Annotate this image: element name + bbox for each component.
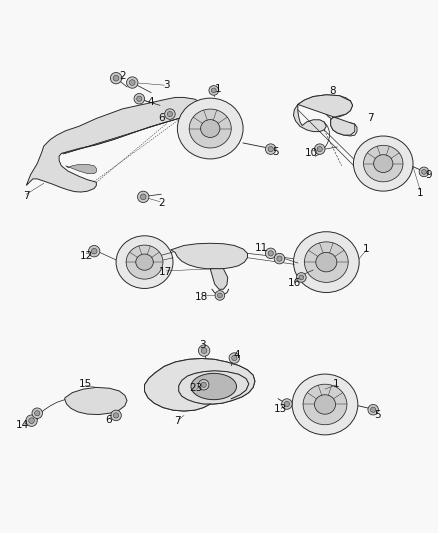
Text: 1: 1 — [417, 188, 424, 198]
Polygon shape — [171, 243, 247, 269]
Circle shape — [113, 413, 119, 418]
Ellipse shape — [191, 374, 237, 400]
Polygon shape — [210, 269, 228, 289]
Circle shape — [201, 348, 207, 353]
Polygon shape — [293, 104, 326, 132]
Circle shape — [217, 293, 222, 298]
Text: 8: 8 — [329, 86, 336, 96]
Text: 10: 10 — [305, 148, 318, 158]
Circle shape — [28, 418, 34, 424]
Ellipse shape — [136, 254, 153, 270]
Text: 1: 1 — [362, 244, 369, 254]
Circle shape — [297, 273, 306, 282]
Polygon shape — [298, 95, 355, 135]
Text: 11: 11 — [255, 243, 268, 253]
Circle shape — [129, 80, 135, 85]
Text: 4: 4 — [233, 350, 240, 360]
Circle shape — [134, 93, 145, 104]
Text: 2: 2 — [119, 71, 126, 81]
Ellipse shape — [116, 236, 173, 288]
Text: 2: 2 — [158, 198, 165, 208]
Circle shape — [232, 356, 237, 361]
Ellipse shape — [316, 253, 337, 272]
Circle shape — [265, 144, 276, 155]
Circle shape — [110, 72, 122, 84]
Circle shape — [419, 167, 429, 177]
Circle shape — [368, 405, 378, 415]
Text: 16: 16 — [288, 278, 301, 288]
Text: 1: 1 — [333, 379, 340, 389]
Circle shape — [92, 248, 97, 254]
Circle shape — [299, 275, 304, 280]
Circle shape — [32, 408, 42, 418]
Circle shape — [268, 251, 273, 256]
Circle shape — [167, 111, 173, 117]
Text: 13: 13 — [274, 405, 287, 414]
Ellipse shape — [189, 109, 231, 148]
Circle shape — [88, 246, 100, 257]
Polygon shape — [65, 387, 127, 415]
Ellipse shape — [303, 384, 347, 425]
Text: 3: 3 — [163, 80, 170, 90]
Circle shape — [137, 96, 142, 101]
Circle shape — [282, 399, 292, 409]
Ellipse shape — [353, 136, 413, 191]
Ellipse shape — [177, 98, 243, 159]
Circle shape — [421, 169, 427, 174]
Text: 1: 1 — [215, 84, 222, 94]
Circle shape — [274, 253, 285, 264]
Text: 23: 23 — [190, 383, 203, 393]
Ellipse shape — [374, 155, 393, 173]
Text: 18: 18 — [195, 292, 208, 302]
Text: 9: 9 — [425, 169, 432, 180]
Circle shape — [277, 256, 282, 261]
Circle shape — [314, 144, 325, 155]
Text: 4: 4 — [148, 97, 155, 107]
Text: 3: 3 — [199, 341, 206, 350]
Circle shape — [209, 86, 219, 95]
Polygon shape — [26, 98, 199, 192]
Ellipse shape — [304, 242, 348, 282]
Circle shape — [215, 290, 225, 300]
Circle shape — [140, 194, 146, 200]
Circle shape — [113, 75, 119, 81]
Text: 6: 6 — [105, 415, 112, 425]
Ellipse shape — [201, 119, 220, 138]
Circle shape — [265, 248, 276, 259]
Circle shape — [138, 191, 149, 203]
Text: 6: 6 — [159, 112, 166, 123]
Text: 7: 7 — [23, 191, 30, 201]
Text: 7: 7 — [174, 416, 181, 426]
Circle shape — [229, 353, 240, 364]
Ellipse shape — [364, 146, 403, 182]
Circle shape — [35, 410, 40, 416]
Circle shape — [127, 77, 138, 88]
Text: 5: 5 — [374, 410, 381, 421]
Ellipse shape — [292, 374, 358, 435]
Circle shape — [165, 109, 175, 119]
Circle shape — [284, 401, 290, 407]
Ellipse shape — [293, 232, 359, 293]
Text: 17: 17 — [159, 267, 172, 277]
Circle shape — [268, 147, 273, 152]
Circle shape — [111, 410, 121, 421]
Circle shape — [371, 407, 376, 413]
Ellipse shape — [314, 395, 336, 414]
Circle shape — [198, 379, 209, 390]
Text: 5: 5 — [272, 147, 279, 157]
Circle shape — [201, 382, 206, 387]
Polygon shape — [66, 165, 96, 174]
Text: 12: 12 — [80, 251, 93, 261]
Ellipse shape — [126, 245, 163, 279]
Circle shape — [211, 88, 216, 93]
Circle shape — [198, 345, 210, 356]
Text: 7: 7 — [367, 112, 374, 123]
Circle shape — [317, 147, 322, 152]
Circle shape — [26, 415, 37, 426]
Text: 14: 14 — [16, 420, 29, 430]
Polygon shape — [145, 359, 255, 411]
Text: 15: 15 — [79, 379, 92, 389]
